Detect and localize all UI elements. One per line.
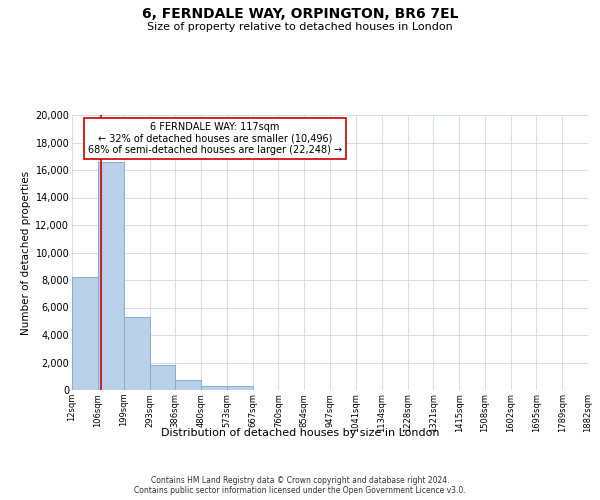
- Bar: [124, 317, 149, 390]
- Bar: [98, 162, 124, 390]
- Bar: [175, 380, 201, 390]
- Bar: [227, 386, 253, 390]
- Text: 6 FERNDALE WAY: 117sqm
← 32% of detached houses are smaller (10,496)
68% of semi: 6 FERNDALE WAY: 117sqm ← 32% of detached…: [88, 122, 342, 155]
- Bar: [72, 277, 98, 390]
- Bar: [201, 386, 227, 390]
- Text: Contains HM Land Registry data © Crown copyright and database right 2024.
Contai: Contains HM Land Registry data © Crown c…: [134, 476, 466, 495]
- Text: 6, FERNDALE WAY, ORPINGTON, BR6 7EL: 6, FERNDALE WAY, ORPINGTON, BR6 7EL: [142, 8, 458, 22]
- Bar: [149, 365, 175, 390]
- Text: Size of property relative to detached houses in London: Size of property relative to detached ho…: [147, 22, 453, 32]
- Y-axis label: Number of detached properties: Number of detached properties: [21, 170, 31, 334]
- Text: Distribution of detached houses by size in London: Distribution of detached houses by size …: [161, 428, 439, 438]
